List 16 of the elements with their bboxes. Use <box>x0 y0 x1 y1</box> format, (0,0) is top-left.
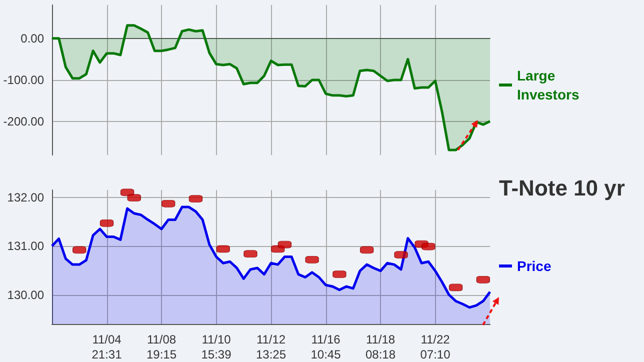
y-tick-label: -200.00 <box>3 114 44 129</box>
text: T-Note 10 yr <box>499 176 626 200</box>
x-tick-label: 11/18 08:18 <box>365 332 396 362</box>
x-tick-label: 11/10 15:39 <box>201 332 232 362</box>
y-tick-label: -100.00 <box>3 73 44 87</box>
legend-label: Large Investors <box>517 68 580 102</box>
legend-label: Price <box>517 258 552 274</box>
x-tick-label: 11/22 07:10 <box>420 332 451 362</box>
x-tick-label: 11/04 21:31 <box>92 332 122 362</box>
x-tick-label: 11/16 10:45 <box>310 332 342 362</box>
y-tick-label: 0.00 <box>20 31 44 46</box>
x-tick-label: 11/12 13:25 <box>256 332 286 362</box>
x-tick-label: 11/08 19:15 <box>146 332 177 362</box>
y-tick-label: 130.00 <box>7 288 44 302</box>
y-tick-label: 131.00 <box>7 239 44 254</box>
y-tick-label: 132.00 <box>7 190 44 204</box>
